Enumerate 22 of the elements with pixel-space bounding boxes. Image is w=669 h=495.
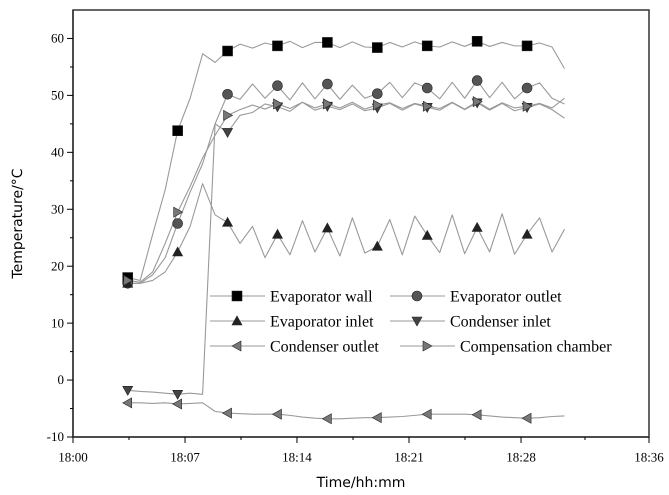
x-tick-label: 18:00 <box>58 450 88 465</box>
y-tick-label: 0 <box>58 372 64 388</box>
y-tick-label: 30 <box>51 201 64 216</box>
y-tick-label: 50 <box>51 88 64 103</box>
x-tick-label: 18:21 <box>394 450 424 465</box>
y-tick-label: -10 <box>46 429 64 444</box>
legend-label: Condenser outlet <box>270 338 380 356</box>
y-axis-title: Temperature/°C <box>10 168 26 280</box>
x-tick-label: 18:14 <box>282 450 312 465</box>
x-tick-label: 18:36 <box>634 450 664 465</box>
x-tick-label: 18:28 <box>506 450 536 465</box>
legend-label: Evaporator inlet <box>270 314 374 331</box>
legend-label: Condenser inlet <box>450 314 552 331</box>
y-tick-label: 60 <box>51 30 64 46</box>
legend-label: Compensation chamber <box>460 338 612 356</box>
legend-label: Evaporator outlet <box>450 288 562 306</box>
legend-label: Evaporator wall <box>270 288 374 306</box>
y-tick-label: 20 <box>51 258 64 274</box>
x-axis-title: Time/hh:mm <box>316 475 406 491</box>
y-tick-label: 10 <box>51 315 64 330</box>
x-tick-label: 18:07 <box>170 450 200 465</box>
y-tick-label: 40 <box>51 144 64 160</box>
